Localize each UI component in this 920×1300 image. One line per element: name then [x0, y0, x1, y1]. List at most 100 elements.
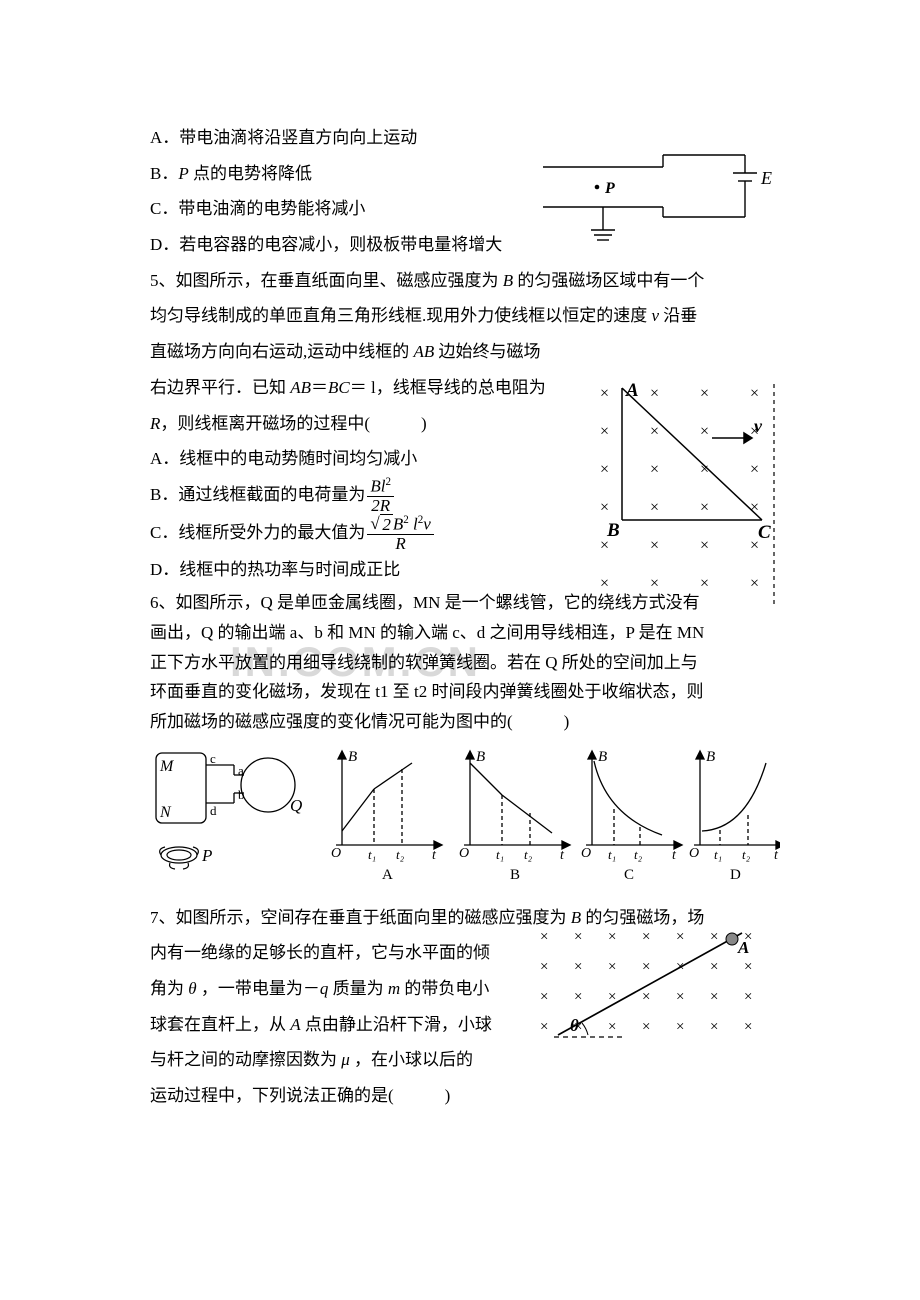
q7-s5c: ，在小球以后的: [350, 1050, 473, 1069]
svg-text:t₂: t₂: [742, 847, 751, 862]
gA-label: A: [382, 867, 393, 883]
q5-oCd: R: [367, 535, 433, 553]
svg-text:t: t: [560, 848, 565, 863]
q7-s1a: 7、如图所示，空间存在垂直于纸面向里的磁感应强度为: [150, 908, 571, 927]
q7-s3e: 质量为: [328, 979, 388, 998]
q5-optA: A．线框中的电动势随时间均匀减小: [150, 441, 780, 477]
svg-text:t₂: t₂: [634, 847, 643, 862]
q7-figure: ××××××× ××××××× ××××××× ××××××× θ A: [528, 921, 780, 1066]
q4-optB-post: 点的电势将降低: [189, 164, 312, 183]
q6-stem1: 6、如图所示，Q 是单匝金属线圈，MN 是一个螺线管，它的绕线方式没有: [150, 588, 780, 618]
svg-text:O: O: [689, 846, 699, 861]
svg-text:×: ×: [744, 959, 752, 975]
q5-stem1: 5、如图所示，在垂直纸面向里、磁感应强度为 B 的匀强磁场区域中有一个: [150, 263, 780, 299]
svg-text:t₁: t₁: [608, 847, 616, 862]
q7-s1b: B: [571, 908, 581, 927]
svg-text:×: ×: [608, 1019, 616, 1035]
q5-s2b: v: [652, 306, 660, 325]
svg-text:B: B: [706, 749, 715, 765]
gC-label: C: [624, 867, 634, 883]
q5-optC: C．线框所受外力的最大值为2B2 l2vR: [150, 515, 780, 553]
q5-s4d: BC: [328, 378, 350, 397]
q7-s4a: 球套在直杆上，从: [150, 1015, 290, 1034]
q5-s4b: AB: [290, 378, 311, 397]
q5-stem5: R，则线框离开磁场的过程中( ): [150, 406, 780, 442]
svg-text:×: ×: [642, 989, 650, 1005]
q7-stem2: 内有一绝缘的足够长的直杆，它与水平面的倾: [150, 935, 510, 971]
q5-s2c: 沿垂: [659, 306, 697, 325]
gB-label: B: [510, 867, 520, 883]
q7-s3a: 角为: [150, 979, 188, 998]
q5-s5a: R: [150, 414, 160, 433]
q5-oCr1: B: [393, 515, 403, 534]
label-theta: θ: [570, 1016, 579, 1035]
svg-text:t₁: t₁: [714, 847, 722, 862]
q7-stem5: 与杆之间的动摩擦因数为 μ ，在小球以后的: [150, 1042, 510, 1078]
svg-text:×: ×: [650, 385, 659, 402]
svg-text:×: ×: [710, 989, 718, 1005]
label-A: A: [625, 380, 639, 401]
q7-s3c: ，一带电量为－: [197, 979, 320, 998]
q7-stem4: 球套在直杆上，从 A 点由静止沿杆下滑，小球: [150, 1007, 510, 1043]
q4-optC: C．带电油滴的电势能将减小: [150, 191, 780, 227]
svg-text:B: B: [476, 749, 485, 765]
q4-optB-pre: B．: [150, 164, 178, 183]
q5-s3a: 直磁场方向向右运动,运动中线框的: [150, 342, 414, 361]
svg-text:×: ×: [540, 989, 548, 1005]
q5-stem3: 直磁场方向向右运动,运动中线框的 AB 边始终与磁场: [150, 334, 780, 370]
q5-s1c: 的匀强磁场区域中有一个: [513, 271, 704, 290]
svg-text:t₁: t₁: [496, 847, 504, 862]
q5-s5b: ，则线框离开磁场的过程中( ): [160, 414, 426, 433]
q7-stem1: 7、如图所示，空间存在垂直于纸面向里的磁感应强度为 B 的匀强磁场，场: [150, 900, 780, 936]
q5-s2a: 均匀导线制成的单匝直角三角形线框.现用外力使线框以恒定的速度: [150, 306, 652, 325]
q6-stem5: 所加磁场的磁感应强度的变化情况可能为图中的( ): [150, 707, 780, 737]
q5-oBd: 2R: [367, 497, 394, 515]
svg-text:×: ×: [540, 959, 548, 975]
svg-text:×: ×: [540, 1019, 548, 1035]
q5-stem2: 均匀导线制成的单匝直角三角形线框.现用外力使线框以恒定的速度 v 沿垂: [150, 298, 780, 334]
svg-text:t₂: t₂: [524, 847, 533, 862]
svg-text:B: B: [598, 749, 607, 765]
svg-text:×: ×: [700, 385, 709, 402]
lP: P: [201, 846, 212, 865]
svg-text:×: ×: [642, 959, 650, 975]
q5-oBs: 2: [385, 476, 391, 488]
svg-text:t: t: [672, 848, 677, 863]
q6-figure: M N c d a b Q P B: [150, 745, 780, 898]
q4-optA: A．带电油滴将沿竖直方向向上运动: [150, 120, 780, 156]
q5-oBn: Bl: [370, 477, 385, 496]
lc: c: [210, 751, 216, 766]
q7-s4c: 点由静止沿杆下滑，小球: [301, 1015, 492, 1034]
svg-text:×: ×: [710, 959, 718, 975]
q7-s5b: μ: [341, 1050, 350, 1069]
svg-text:B: B: [348, 749, 357, 765]
q6-stem4: 环面垂直的变化磁场，发现在 t1 至 t2 时间段内弹簧线圈处于收缩状态，则: [150, 677, 780, 707]
q5-oCsq: 2: [380, 514, 393, 534]
q5-optD: D．线框中的热功率与时间成正比: [150, 552, 780, 588]
q4-optD: D．若电容器的电容减小，则极板带电量将增大: [150, 227, 780, 263]
q5-s3b: AB: [414, 342, 435, 361]
lQ: Q: [290, 796, 302, 815]
lb: b: [238, 787, 245, 802]
q6-stem3: 正下方水平放置的用细导线绕制的软弹簧线圈。若在 Q 所处的空间加上与: [150, 648, 780, 678]
q7-s3b: θ: [188, 979, 196, 998]
label-A7: A: [737, 938, 749, 957]
q7-stem6: 运动过程中，下列说法正确的是( ): [150, 1078, 780, 1114]
la: a: [238, 763, 244, 778]
lN: N: [159, 804, 172, 821]
svg-text:×: ×: [642, 1019, 650, 1035]
q7-s1c: 的匀强磁场，场: [581, 908, 704, 927]
q4-optB: B．P 点的电势将降低: [150, 156, 780, 192]
q5-optB: B．通过线框截面的电荷量为 Bl2 2R: [150, 477, 780, 515]
q5-oCt: v: [423, 515, 431, 534]
svg-text:×: ×: [744, 1019, 752, 1035]
q7-s3g: 的带负电小: [400, 979, 489, 998]
svg-text:×: ×: [744, 989, 752, 1005]
q6-stem2: 画出，Q 的输出端 a、b 和 MN 的输入端 c、d 之间用导线相连，P 是在…: [150, 618, 780, 648]
svg-text:×: ×: [750, 385, 759, 402]
q5-oBpre: B．通过线框截面的电荷量为: [150, 485, 365, 504]
q5-s3c: 边始终与磁场: [434, 342, 540, 361]
q5-s1b: B: [503, 271, 513, 290]
svg-text:×: ×: [608, 959, 616, 975]
q5-s4e: ＝ l，线框导线的总电阻为: [350, 378, 546, 397]
